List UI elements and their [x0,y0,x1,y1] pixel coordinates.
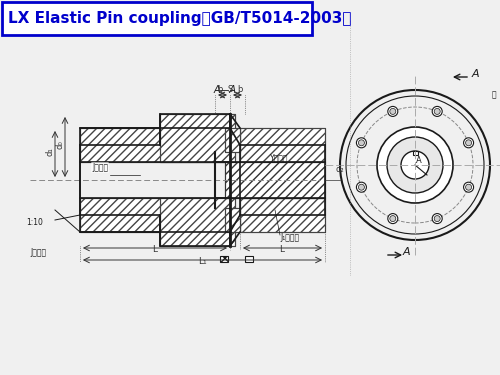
Circle shape [387,137,443,193]
Circle shape [434,108,440,114]
Circle shape [432,106,442,116]
Text: LX Elastic Pin coupling（GB/T5014-2003）: LX Elastic Pin coupling（GB/T5014-2003） [8,12,352,27]
Text: L: L [152,245,158,254]
Circle shape [390,216,396,222]
Text: L: L [280,245,284,254]
Circle shape [401,151,429,179]
Bar [160,114,235,162]
Circle shape [358,184,364,190]
Bar [412,151,418,155]
Text: A: A [416,156,422,165]
Text: A—A: A—A [214,85,236,95]
Circle shape [356,138,366,148]
Text: d₂: d₂ [335,165,344,174]
Circle shape [388,214,398,223]
Bar [80,128,230,162]
Bar [225,128,240,152]
Text: Y型轴孔: Y型轴孔 [270,153,288,162]
Text: J₁型轴孔: J₁型轴孔 [280,233,299,242]
Bar [80,128,230,162]
Bar [225,162,325,198]
Text: J型轴孔: J型轴孔 [92,163,108,172]
Circle shape [434,216,440,222]
Bar [225,208,240,232]
Bar [160,198,235,246]
Circle shape [388,106,398,116]
Circle shape [358,140,364,146]
Bar [220,256,228,262]
Text: d₁: d₁ [46,147,54,156]
Bar [240,128,325,162]
Circle shape [466,184,471,190]
Bar [2,2,312,35]
Bar [80,198,230,232]
Bar [80,198,230,232]
Circle shape [377,127,453,203]
Text: d₀: d₀ [56,140,64,149]
Text: 标: 标 [492,90,496,99]
Circle shape [432,214,442,223]
Bar [240,198,325,232]
Text: b: b [218,85,222,94]
Circle shape [356,182,366,192]
Circle shape [390,108,396,114]
Circle shape [464,138,473,148]
Text: A: A [403,247,410,257]
Circle shape [464,182,473,192]
Bar [225,162,325,198]
Text: J型轴孔: J型轴孔 [30,248,46,257]
Bar [240,128,325,162]
Bar [160,198,235,246]
Circle shape [466,140,471,146]
Text: b: b [238,85,242,94]
Text: L₁: L₁ [198,257,206,266]
Bar [245,256,253,262]
Text: 1:10: 1:10 [26,218,44,227]
Bar [240,198,325,232]
Bar [160,114,235,162]
Bar [225,128,240,152]
Text: A: A [472,69,480,79]
Text: S: S [228,85,232,94]
Bar [225,208,240,232]
